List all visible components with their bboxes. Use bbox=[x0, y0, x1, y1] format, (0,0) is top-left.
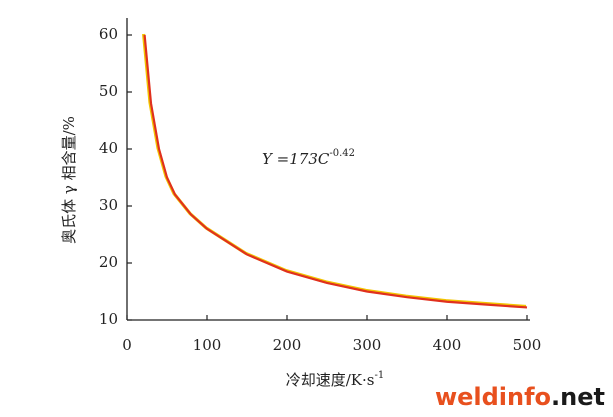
y-tick-label: 30 bbox=[99, 196, 118, 214]
annotation-exponent: -0.42 bbox=[329, 148, 355, 159]
y-tick-label: 50 bbox=[99, 82, 118, 100]
x-tick-label: 0 bbox=[122, 336, 132, 354]
x-tick-label: 200 bbox=[273, 336, 302, 354]
line-shadow bbox=[142, 33, 527, 309]
y-axis-label: 奥氏体 γ 相含量/% bbox=[60, 116, 78, 244]
y-tick-label: 10 bbox=[99, 310, 118, 328]
x-label-text: 冷却速度/K·s bbox=[286, 371, 375, 389]
x-axis-label: 冷却速度/K·s-1 bbox=[286, 370, 384, 390]
y-tick-label: 40 bbox=[99, 139, 118, 157]
annotation: Y =173C-0.42 bbox=[262, 148, 355, 169]
y-tick-label: 60 bbox=[99, 25, 118, 43]
watermark-suffix: .net bbox=[551, 383, 605, 411]
annotation-text: Y =173C bbox=[262, 150, 330, 168]
watermark: weldinfo.net bbox=[435, 383, 605, 411]
x-tick-label: 400 bbox=[433, 336, 462, 354]
x-label-exponent: -1 bbox=[374, 370, 384, 381]
x-tick-label: 100 bbox=[193, 336, 222, 354]
y-tick-label: 20 bbox=[99, 253, 118, 271]
x-tick-label: 300 bbox=[353, 336, 382, 354]
line bbox=[143, 34, 528, 309]
x-tick-label: 500 bbox=[513, 336, 542, 354]
watermark-main: weldinfo bbox=[435, 383, 551, 411]
